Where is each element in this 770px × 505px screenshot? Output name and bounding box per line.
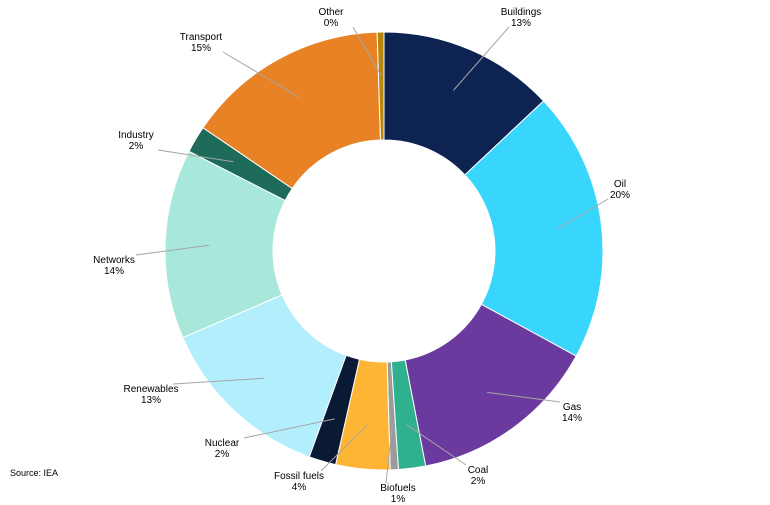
label-renewables: Renewables 13%	[123, 384, 178, 406]
label-name-renewables: Renewables	[123, 384, 178, 395]
label-value-fossil-fuels: 4%	[292, 482, 307, 493]
label-name-nuclear: Nuclear	[205, 438, 240, 449]
label-industry: Industry 2%	[118, 130, 154, 152]
label-name-industry: Industry	[118, 130, 154, 141]
label-name-gas: Gas	[563, 402, 581, 413]
leader-line-transport	[222, 51, 301, 99]
label-name-buildings: Buildings	[501, 7, 542, 18]
label-fossil-fuels: Fossil fuels 4%	[274, 471, 324, 493]
label-oil: Oil 20%	[610, 179, 630, 201]
leader-line-nuclear	[243, 418, 335, 439]
label-value-networks: 14%	[104, 266, 124, 277]
label-nuclear: Nuclear 2%	[205, 438, 240, 460]
label-other: Other 0%	[318, 7, 344, 29]
label-value-gas: 14%	[562, 413, 582, 424]
label-name-transport: Transport	[180, 32, 223, 43]
label-buildings: Buildings 13%	[501, 7, 542, 29]
label-biofuels: Biofuels 1%	[380, 483, 416, 505]
label-value-buildings: 13%	[511, 18, 531, 29]
label-name-other: Other	[318, 7, 344, 18]
label-transport: Transport 15%	[180, 32, 223, 54]
label-value-renewables: 13%	[141, 395, 161, 406]
label-gas: Gas 14%	[562, 402, 582, 424]
slice-oil	[464, 100, 604, 357]
label-value-oil: 20%	[610, 190, 630, 201]
label-name-networks: Networks	[93, 255, 135, 266]
leader-line-other	[352, 26, 382, 77]
label-name-oil: Oil	[614, 179, 626, 190]
label-networks: Networks 14%	[93, 255, 135, 277]
leader-line-renewables	[172, 377, 264, 385]
leader-line-biofuels	[385, 425, 393, 484]
leader-line-fossil-fuels	[320, 424, 368, 472]
leader-line-buildings	[453, 26, 510, 91]
leader-line-networks	[135, 244, 210, 256]
label-value-nuclear: 2%	[215, 449, 230, 460]
leader-line-oil	[557, 198, 609, 230]
leader-line-industry	[157, 149, 234, 163]
label-coal: Coal 2%	[468, 465, 489, 487]
leader-line-coal	[406, 424, 467, 466]
leader-line-gas	[487, 391, 561, 403]
label-value-coal: 2%	[471, 476, 486, 487]
label-name-coal: Coal	[468, 465, 489, 476]
label-value-industry: 2%	[129, 141, 144, 152]
label-value-transport: 15%	[191, 43, 211, 54]
label-value-other: 0%	[324, 18, 339, 29]
label-value-biofuels: 1%	[391, 494, 406, 505]
label-name-fossil-fuels: Fossil fuels	[274, 471, 324, 482]
source-note: Source: IEA	[10, 468, 59, 478]
label-name-biofuels: Biofuels	[380, 483, 416, 494]
slice-transport	[202, 31, 382, 190]
slice-other	[376, 31, 385, 141]
